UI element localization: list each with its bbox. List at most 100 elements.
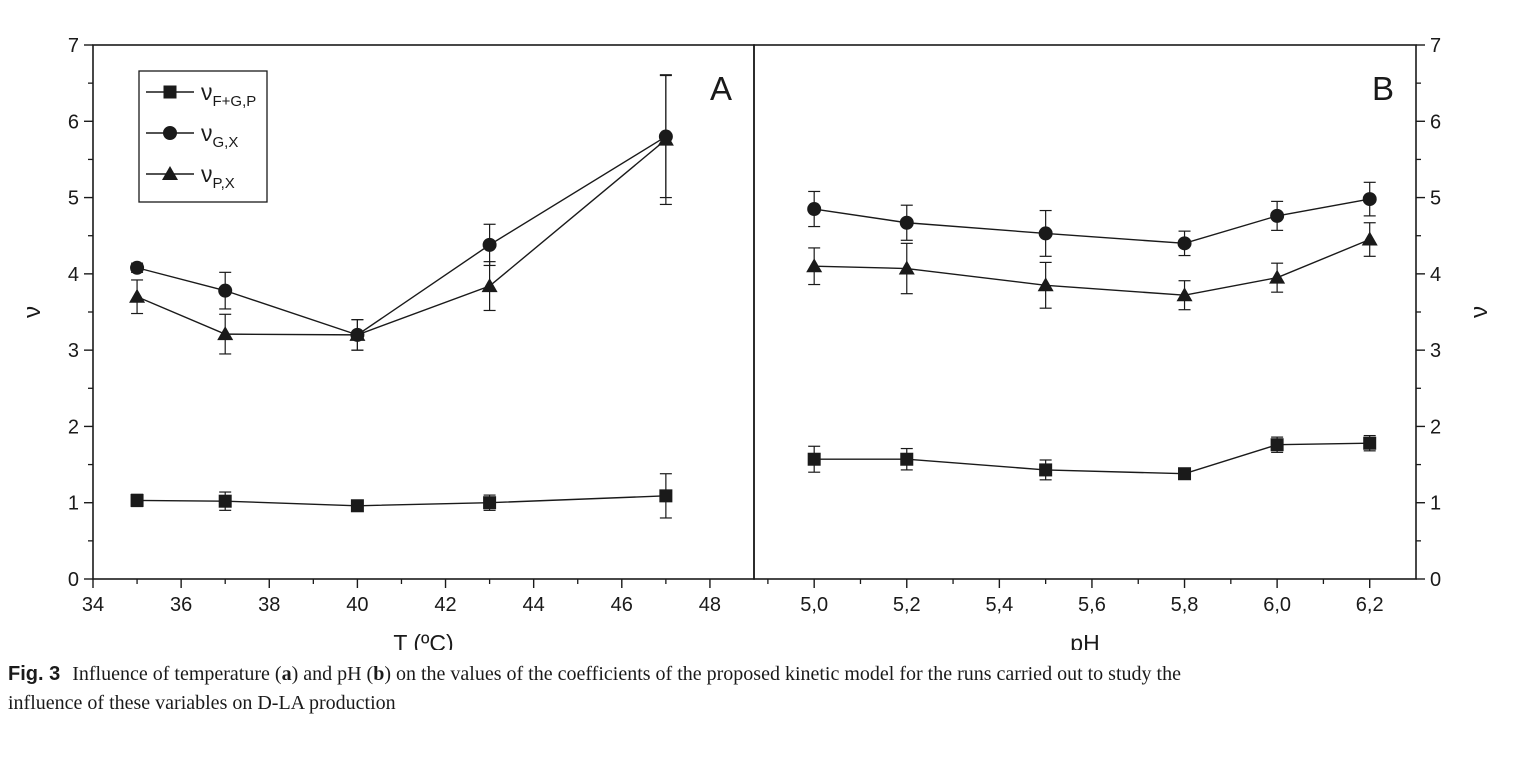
panel-b-x-axis-label: pH (1070, 630, 1099, 650)
legend-entry: νF+G,P (146, 79, 256, 110)
panel-a-x-tick-label: 48 (699, 594, 721, 616)
panel-a-y-tick-label: 7 (68, 35, 79, 57)
caption-text-4: influence of these variables on D-LA pro… (8, 692, 396, 714)
panel-b-x-tick-label: 5,4 (985, 594, 1013, 616)
caption-letter-a: a (281, 663, 292, 685)
panel-a-y-tick-label: 2 (68, 416, 79, 438)
panel-b-x-tick-label: 5,0 (800, 594, 828, 616)
caption-text-1: Influence of temperature ( (72, 663, 282, 685)
panel-a-point-square (218, 494, 232, 508)
panel-b-y-tick-label: 7 (1430, 35, 1441, 57)
panel-b-point-circle (1038, 226, 1053, 241)
caption-text-2: ) and pH ( (291, 663, 374, 685)
panel-a-x-tick-label: 40 (346, 594, 368, 616)
panel-b-point-circle (1270, 208, 1285, 223)
panel-b-point-triangle (1361, 231, 1378, 246)
panel-b-point-circle (1362, 192, 1377, 207)
panel-b-point-triangle (806, 258, 823, 273)
panel-b-y-tick-label: 2 (1430, 416, 1441, 438)
panel-a-point-circle (482, 237, 497, 252)
panel-a-x-tick-label: 38 (258, 594, 280, 616)
panel-b-y-tick-label: 1 (1430, 493, 1441, 515)
panel-b-point-triangle (1269, 269, 1286, 284)
panel-b-y-tick-label: 5 (1430, 188, 1441, 210)
panel-a-point-square (350, 499, 364, 513)
panel-a-point-triangle (349, 326, 366, 341)
legend-marker-square (163, 85, 177, 99)
figure-label: Fig. 3 (8, 663, 61, 685)
panel-b-point-square (1039, 463, 1053, 477)
panel-b-x-tick-label: 6,0 (1263, 594, 1291, 616)
panel-a-x-tick-label: 46 (611, 594, 633, 616)
panel-a-point-triangle (129, 288, 146, 303)
panel-a-x-tick-label: 44 (523, 594, 545, 616)
panel-a-y-tick-label: 1 (68, 493, 79, 515)
panel-b-y-tick-label: 6 (1430, 111, 1441, 133)
panel-a-y-axis-label: ν (19, 306, 46, 318)
panel-a-point-circle (218, 283, 233, 298)
panel-b-plot: 5,0 5,2 5,4 5,6 5,8 6,0 6,2 0 1 2 3 4 5 6 7 pH ν B (753, 35, 1493, 650)
panel-b-x-tick-label: 6,2 (1356, 594, 1384, 616)
caption-letter-b: b (373, 663, 385, 685)
panel-b-x-tick-label: 5,8 (1171, 594, 1199, 616)
legend-marker-triangle (162, 166, 178, 180)
panel-b-point-triangle (898, 260, 915, 275)
panel-b-y-tick-label: 0 (1430, 569, 1441, 591)
panel-a-series-square (130, 473, 673, 519)
panel-a-point-square (659, 489, 673, 503)
panel-b-frame (753, 44, 1417, 580)
panel-b-series-line (814, 442, 1370, 475)
panel-b-point-circle (1177, 236, 1192, 251)
legend: νF+G,P νG,X νP,X (138, 70, 268, 203)
panel-b-series-line (814, 238, 1370, 296)
panel-a-y-tick-label: 0 (68, 569, 79, 591)
panel-b-series-circle (807, 181, 1377, 257)
panel-a-label: A (710, 70, 732, 107)
panel-b-y-tick-label: 3 (1430, 340, 1441, 362)
panel-b-point-circle (807, 202, 822, 217)
panel-a-y-tick-label: 4 (68, 264, 79, 286)
panel-b-y-tick-label: 4 (1430, 264, 1441, 286)
panel-a-x-tick-label: 34 (82, 594, 104, 616)
caption-text-3: ) on the values of the coefficients of t… (384, 663, 1181, 685)
panel-a-point-triangle (657, 131, 674, 146)
panel-b-series-square (807, 434, 1377, 481)
panel-b-x-tick-label: 5,2 (893, 594, 921, 616)
panel-b-point-square (1178, 467, 1192, 481)
panel-a-point-triangle (217, 326, 234, 341)
panel-a-y-tick-label: 6 (68, 111, 79, 133)
panel-b-point-square (900, 452, 914, 466)
panel-a-series-line (137, 495, 666, 507)
legend-entry: νG,X (146, 120, 238, 151)
panel-b-point-circle (899, 215, 914, 230)
panel-b-y-axis-label: ν (1466, 306, 1493, 318)
panel-b-series-triangle (806, 222, 1378, 311)
panel-a-point-circle (130, 260, 145, 275)
panel-b-point-square (807, 452, 821, 466)
legend-label: νG,X (201, 120, 238, 151)
panel-a-x-tick-label: 42 (434, 594, 456, 616)
panel-a-y-tick-label: 5 (68, 188, 79, 210)
panel-a-x-tick-label: 36 (170, 594, 192, 616)
legend-label: νF+G,P (201, 79, 256, 110)
panel-a-point-square (130, 493, 144, 507)
panel-a-point-square (483, 496, 497, 510)
legend-label: νP,X (201, 161, 235, 192)
panel-a-y-tick-label: 3 (68, 340, 79, 362)
panel-a-x-axis-label: T (ºC) (393, 630, 453, 650)
panel-b-x-tick-label: 5,6 (1078, 594, 1106, 616)
panel-b-point-triangle (1037, 277, 1054, 292)
panel-b-point-square (1363, 436, 1377, 450)
panel-b-label: B (1372, 70, 1394, 107)
legend-box (138, 70, 268, 203)
panel-a-point-triangle (481, 278, 498, 293)
panel-b-point-square (1270, 438, 1284, 452)
panel-b-point-triangle (1176, 287, 1193, 302)
panel-a-series-triangle (129, 74, 674, 355)
figure-caption: Fig. 3 Influence of temperature (a) and p… (8, 660, 1508, 718)
panel-b-series-line (814, 198, 1370, 245)
legend-marker-circle (163, 126, 177, 140)
legend-entry: νP,X (146, 161, 235, 192)
